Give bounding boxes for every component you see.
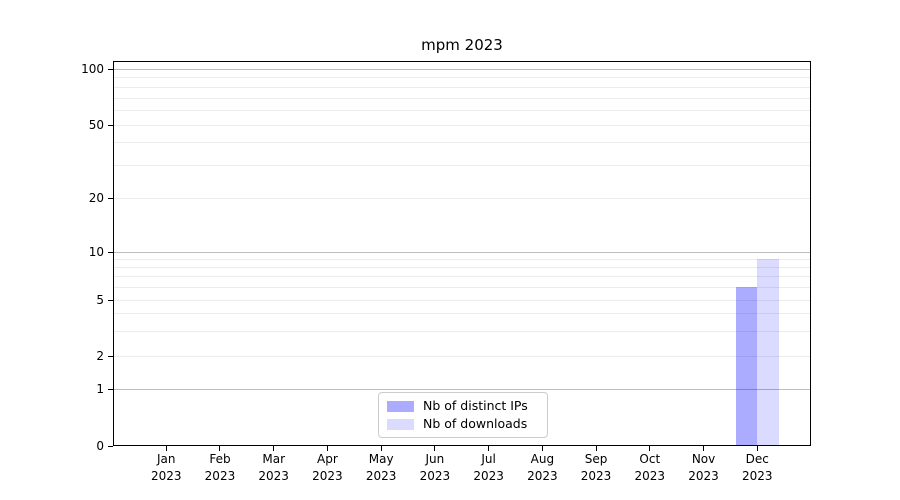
x-tick-label-line: Dec [745,452,769,466]
x-tick-mark [380,446,382,451]
x-tick-label-line: 2023 [365,468,397,483]
y-tick-mark [108,388,113,390]
y-tick-label: 20 [88,190,104,205]
y-gridline-minor [113,258,810,260]
y-tick-label: 2 [96,348,104,363]
x-tick-label: May 2023 [349,451,413,484]
y-tick-label: 50 [88,117,104,132]
x-tick-label: Dec 2023 [725,451,789,484]
x-tick-label: Mar 2023 [242,451,306,484]
x-tick-mark [756,446,758,451]
y-tick-mark [108,124,113,126]
chart-title: mpm 2023 [421,36,503,54]
bar-distinct-ips-dec-2023 [735,287,758,445]
y-gridline-minor [113,355,810,357]
x-tick-label-line: 2023 [527,468,558,483]
x-tick-label-line: Nov [691,452,716,466]
x-tick-label-line: 2023 [419,468,451,483]
x-tick-label-line: 2023 [473,468,504,483]
y-gridline-minor [113,86,810,88]
bar-downloads-dec-2023 [757,259,779,445]
x-tick-label-line: Sep [584,452,608,466]
x-tick-label-line: 2023 [634,468,666,483]
x-tick-label-line: 2023 [150,468,182,483]
x-tick-label-line: May [368,452,394,466]
x-tick-label-line: Jun [425,452,445,466]
y-gridline-major [113,388,810,390]
y-gridline-minor [113,313,810,315]
legend-label-distinct-ips: Nb of distinct IPs [423,398,528,413]
x-tick-label-line: Mar [262,452,285,466]
y-gridline-minor [113,330,810,332]
y-gridline-major [113,251,810,253]
y-tick-mark [108,299,113,301]
x-tick-label-line: Aug [530,452,555,466]
x-tick-label-line: 2023 [741,468,773,483]
legend-label-downloads: Nb of downloads [423,416,528,431]
x-tick-mark [165,446,167,451]
y-tick-label: 100 [81,62,104,76]
y-gridline-minor [113,266,810,268]
y-tick-label: 5 [96,292,104,307]
y-tick-label: 0 [96,438,104,453]
x-tick-label-line: 2023 [312,468,343,483]
y-gridline-minor [113,276,810,278]
y-gridline-minor [113,77,810,79]
legend-entry-downloads: Nb of downloads [387,417,539,431]
y-tick-mark [108,251,113,253]
y-tick-mark [108,355,113,357]
x-tick-label-line: 2023 [204,468,236,483]
x-tick-mark [488,446,490,451]
legend: Nb of distinct IPs Nb of downloads [378,392,548,438]
x-tick-label-line: Feb [209,452,231,466]
x-tick-mark [434,446,436,451]
y-gridline-minor [113,109,810,111]
x-tick-label: Apr 2023 [295,451,359,484]
x-tick-label: Feb 2023 [188,451,252,484]
x-tick-label: Oct 2023 [618,451,682,484]
x-tick-label: Jan 2023 [134,451,198,484]
y-gridline-minor [113,165,810,167]
x-tick-mark [273,446,275,451]
x-tick-label-line: 2023 [258,468,289,483]
y-gridline-minor [113,124,810,126]
x-tick-label-line: 2023 [580,468,612,483]
y-gridline-minor [113,286,810,288]
legend-entry-distinct-ips: Nb of distinct IPs [387,399,539,413]
x-tick-label: Nov 2023 [672,451,736,484]
y-tick-label: 1 [96,381,104,396]
x-tick-label-line: Jul [481,452,496,466]
y-gridline-minor [113,197,810,199]
x-tick-mark [595,446,597,451]
y-gridline-minor [113,97,810,99]
x-tick-label-line: 2023 [688,468,719,483]
y-tick-label: 10 [88,244,104,259]
x-tick-label: Jul 2023 [457,451,521,484]
y-gridline-major [113,69,810,70]
x-tick-label: Jun 2023 [403,451,467,484]
y-gridline-minor [113,299,810,301]
x-tick-mark [219,446,221,451]
x-tick-label: Sep 2023 [564,451,628,484]
y-gridline-minor [113,142,810,144]
x-tick-mark [649,446,651,451]
y-tick-mark [108,69,113,70]
y-tick-mark [108,445,113,447]
legend-swatch-distinct-ips [387,400,414,412]
x-tick-mark [326,446,328,451]
legend-swatch-downloads [387,418,414,430]
x-tick-label-line: Jan [156,452,176,466]
y-tick-mark [108,197,113,199]
x-tick-label-line: Apr [317,452,338,466]
x-tick-mark [703,446,705,451]
x-tick-mark [541,446,543,451]
x-tick-label: Aug 2023 [510,451,574,484]
x-tick-label-line: Oct [639,452,661,466]
